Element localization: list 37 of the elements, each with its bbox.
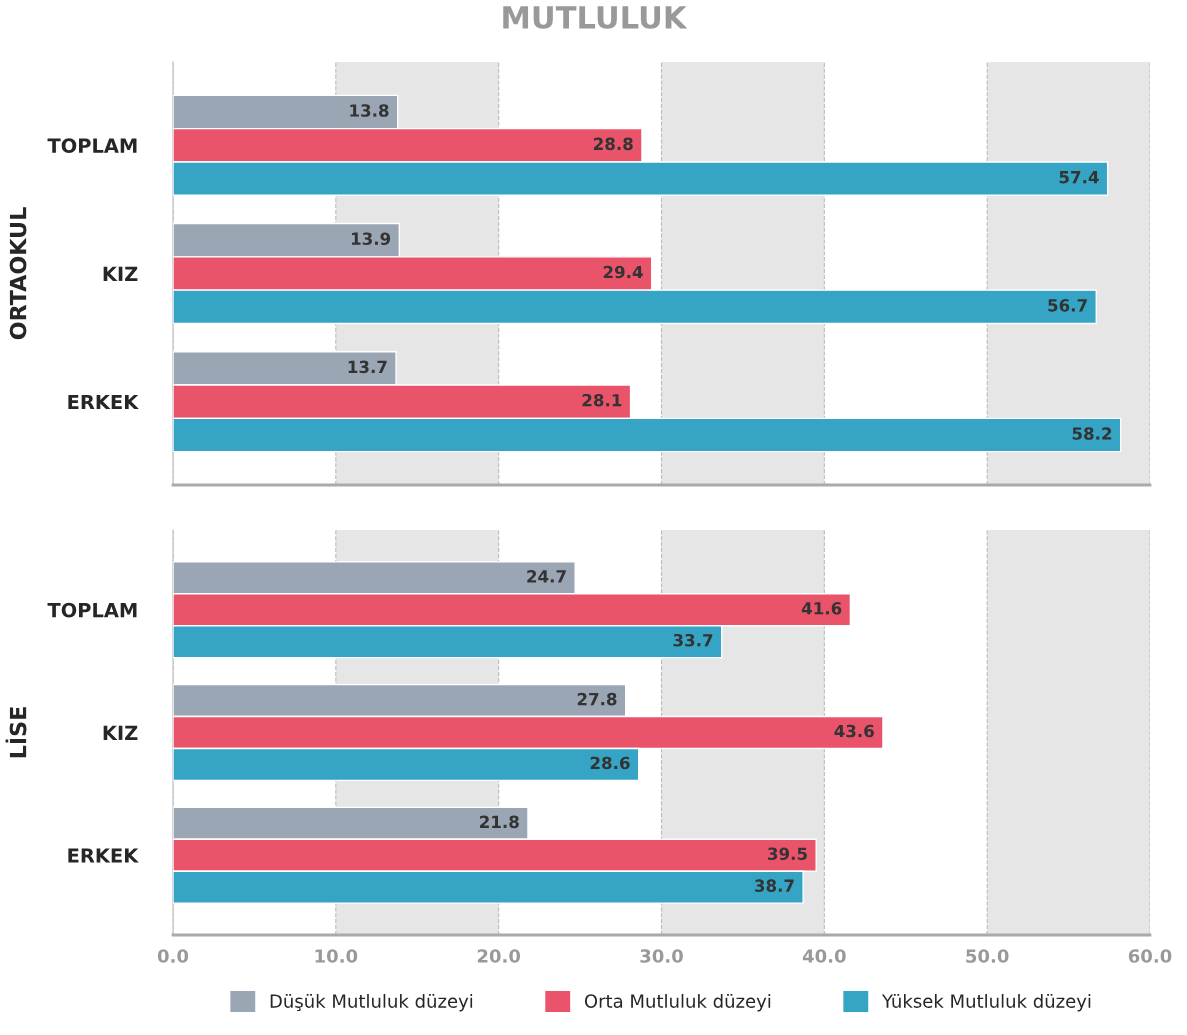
data-label: 28.8 — [594, 137, 633, 151]
y-tick-label: TOPLAM — [47, 138, 137, 153]
data-label: 24.7 — [527, 570, 566, 583]
data-label: 33.7 — [673, 633, 713, 647]
data-label: 29.4 — [603, 265, 643, 279]
x-tick-label: 20.0 — [477, 949, 521, 963]
data-label: 58.2 — [1072, 427, 1112, 440]
data-label: 28.6 — [590, 756, 630, 770]
y-tick-label: ERKEK — [68, 394, 139, 410]
data-label: 13.7 — [348, 360, 387, 374]
x-tick-label: 60.0 — [1128, 949, 1172, 963]
data-label: 13.8 — [350, 104, 389, 117]
y-axis-title: ORTAOKUL — [9, 207, 27, 340]
chart-title: MUTLULUK — [503, 6, 688, 29]
y-tick-label: KIZ — [103, 266, 138, 281]
x-tick-label: 50.0 — [966, 949, 1009, 963]
x-tick-label: 40.0 — [802, 949, 846, 963]
legend-label: Orta Mutluluk düzeyi — [584, 993, 771, 1012]
x-tick-label: 30.0 — [640, 949, 683, 963]
legend-label: Yüksek Mutluluk düzeyi — [881, 993, 1091, 1012]
y-tick-label: ERKEK — [68, 848, 139, 863]
data-label: 38.7 — [755, 879, 794, 892]
data-label: 43.6 — [834, 724, 874, 738]
data-label: 27.8 — [577, 692, 617, 706]
data-label: 28.1 — [582, 393, 622, 407]
legend-label: Düşük Mutluluk düzeyi — [270, 993, 473, 1012]
data-label: 57.4 — [1059, 171, 1099, 184]
data-label: 56.7 — [1048, 299, 1087, 312]
y-tick-label: TOPLAM — [47, 602, 137, 618]
x-tick-label: 10.0 — [315, 949, 358, 963]
y-axis-title: LİSE — [5, 707, 27, 758]
data-label: 39.5 — [768, 847, 807, 861]
y-tick-label: KIZ — [103, 725, 138, 740]
x-tick-label: 0.0 — [157, 949, 189, 963]
data-label: 13.9 — [351, 232, 391, 246]
data-label: 21.8 — [480, 815, 519, 829]
data-label: 41.6 — [801, 602, 842, 615]
